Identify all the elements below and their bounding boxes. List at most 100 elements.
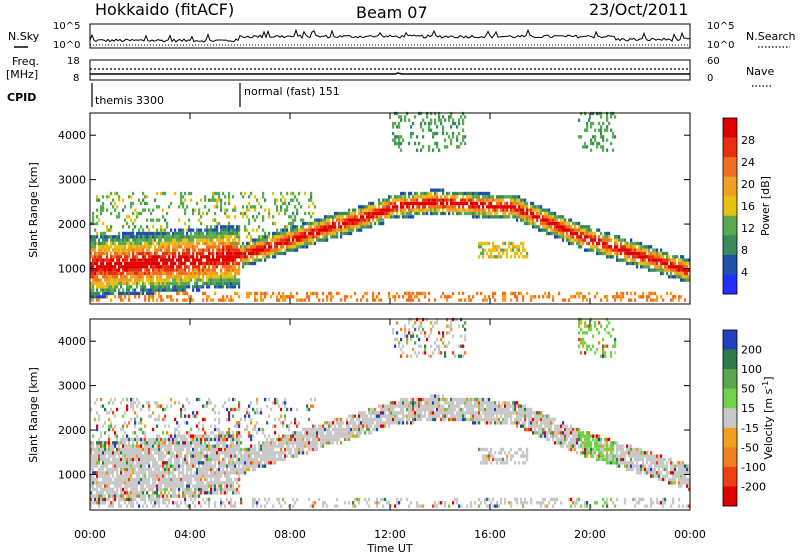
velocity-echo-cell: [130, 397, 133, 402]
power-echo-cell: [618, 235, 621, 239]
power-echo-cell: [626, 245, 629, 249]
power-echo-cell: [446, 191, 449, 196]
power-echo-cell: [230, 281, 233, 286]
power-echo-cell: [530, 211, 533, 216]
power-echo-cell: [580, 228, 583, 232]
velocity-echo-cell: [224, 434, 227, 438]
power-echo-cell: [476, 291, 479, 296]
power-echo-cell: [400, 195, 403, 199]
power-echo-cell: [104, 278, 107, 282]
power-echo-cell: [164, 271, 167, 276]
velocity-echo-cell: [190, 427, 193, 432]
power-echo-cell: [218, 248, 221, 252]
power-echo-cell: [420, 111, 423, 116]
power-echo-cell: [180, 228, 183, 232]
velocity-echo-cell: [110, 424, 113, 428]
power-echo-cell: [160, 298, 163, 302]
power-echo-cell: [188, 278, 191, 282]
power-echo-cell: [462, 191, 465, 196]
velocity-echo-cell: [204, 454, 207, 458]
power-echo-cell: [388, 211, 391, 216]
power-echo-cell: [234, 208, 237, 212]
velocity-echo-cell: [118, 474, 121, 478]
power-echo-cell: [198, 235, 201, 239]
power-echo-cell: [284, 238, 287, 242]
power-echo-cell: [206, 295, 209, 299]
power-echo-cell: [676, 255, 679, 259]
power-echo-cell: [452, 208, 455, 212]
velocity-echo-cell: [184, 457, 187, 462]
power-echo-cell: [516, 248, 519, 252]
power-echo-cell: [466, 191, 469, 196]
power-echo-cell: [224, 245, 227, 249]
power-echo-cell: [502, 248, 505, 252]
velocity-echo-cell: [230, 447, 233, 452]
power-echo-cell: [490, 195, 493, 199]
power-echo-cell: [412, 195, 415, 199]
power-echo-cell: [606, 241, 609, 246]
power-echo-cell: [656, 268, 659, 272]
power-echo-cell: [144, 285, 147, 289]
power-echo-cell: [112, 198, 115, 202]
power-echo-cell: [134, 255, 137, 259]
velocity-echo-cell: [196, 461, 199, 465]
velocity-echo-cell: [192, 457, 195, 462]
velocity-echo-cell: [160, 487, 163, 492]
power-echo-cell: [272, 255, 275, 259]
velocity-echo-cell: [148, 457, 151, 462]
power-echo-cell: [652, 268, 655, 272]
power-echo-cell: [92, 285, 95, 289]
velocity-echo-cell: [210, 437, 213, 442]
power-echo-cell: [650, 245, 653, 249]
power-echo-cell: [110, 258, 113, 262]
power-echo-cell: [154, 248, 157, 252]
power-echo-cell: [262, 255, 265, 259]
power-echo-cell: [584, 238, 587, 242]
power-echo-cell: [292, 295, 295, 299]
velocity-echo-cell: [148, 461, 151, 465]
power-echo-cell: [354, 291, 357, 296]
velocity-echo-cell: [182, 484, 185, 488]
power-echo-cell: [192, 251, 195, 256]
velocity-echo-cell: [218, 464, 221, 468]
power-echo-cell: [366, 298, 369, 302]
velocity-echo-cell: [128, 477, 131, 482]
velocity-echo-cell: [186, 451, 189, 455]
velocity-echo-cell: [142, 447, 145, 452]
power-echo-cell: [134, 225, 137, 229]
velocity-echo-cell: [128, 447, 131, 452]
power-echo-cell: [538, 205, 541, 209]
velocity-echo-cell: [90, 484, 93, 488]
power-echo-cell: [674, 275, 677, 279]
power-echo-cell: [580, 291, 583, 296]
power-echo-cell: [176, 278, 179, 282]
power-echo-cell: [458, 205, 461, 209]
power-echo-cell: [178, 288, 181, 292]
velocity-echo-cell: [194, 487, 197, 492]
velocity-echo-cell: [110, 451, 113, 455]
power-echo-cell: [260, 205, 263, 209]
power-echo-cell: [210, 238, 213, 242]
power-echo-cell: [392, 201, 395, 206]
power-echo-cell: [450, 208, 453, 212]
power-echo-cell: [218, 198, 221, 202]
power-echo-cell: [560, 235, 563, 239]
velocity-echo-cell: [198, 451, 201, 455]
power-echo-cell: [570, 238, 573, 242]
power-echo-cell: [200, 235, 203, 239]
power-echo-cell: [288, 221, 291, 226]
power-echo-cell: [216, 201, 219, 206]
power-echo-cell: [164, 228, 167, 232]
power-echo-cell: [124, 235, 127, 239]
power-echo-cell: [652, 261, 655, 266]
power-echo-cell: [680, 255, 683, 259]
velocity-echo-cell: [186, 397, 189, 402]
power-echo-cell: [194, 281, 197, 286]
power-echo-cell: [474, 205, 477, 209]
velocity-echo-cell: [174, 437, 177, 442]
power-echo-cell: [310, 195, 313, 199]
power-echo-cell: [118, 245, 121, 249]
power-echo-cell: [202, 268, 205, 272]
velocity-echo-cell: [200, 481, 203, 485]
power-echo-cell: [376, 211, 379, 216]
